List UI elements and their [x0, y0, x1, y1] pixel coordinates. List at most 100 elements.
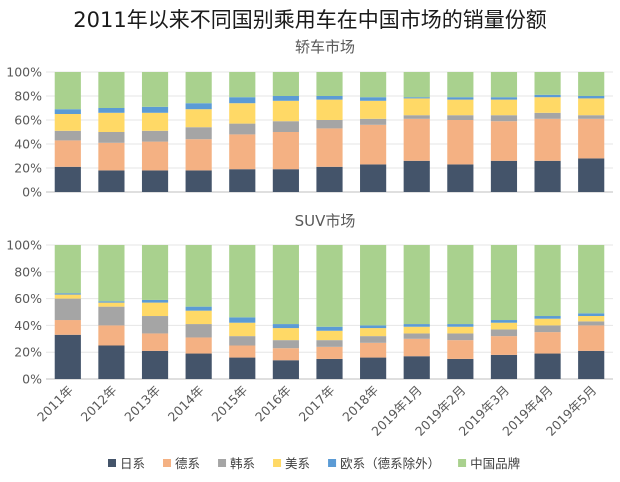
bar-segment — [403, 97, 430, 99]
bar-segment — [447, 340, 474, 359]
y-tick-label: 0% — [22, 372, 42, 387]
bar-segment — [490, 322, 518, 330]
bar-segment — [403, 160, 430, 192]
bar-segment — [141, 106, 169, 113]
y-tick-label: 40% — [14, 318, 42, 333]
x-tick-label: 2014年 — [165, 383, 207, 425]
bar-segment — [534, 332, 561, 354]
bar-segment — [141, 170, 169, 192]
legend-item: 德系 — [163, 456, 200, 471]
bar-segment — [54, 130, 81, 141]
bar-segment — [534, 245, 561, 317]
bar-segment — [54, 320, 81, 335]
bar-segment — [98, 108, 125, 113]
bar-segment — [447, 326, 474, 334]
legend-item: 欧系（德系除外） — [328, 456, 440, 471]
x-tick-label: 2011年 — [34, 383, 76, 425]
bar-segment — [229, 345, 256, 358]
legend-label: 德系 — [175, 456, 200, 471]
bar-segment — [185, 324, 212, 338]
y-tick-label: 100% — [6, 65, 42, 80]
legend-swatch — [163, 459, 172, 467]
y-tick-label: 20% — [14, 345, 42, 360]
bar-segment — [272, 121, 299, 132]
legend-swatch — [273, 459, 282, 467]
legend-swatch — [108, 459, 116, 467]
bar-segment — [447, 164, 474, 192]
bar-segment — [141, 112, 169, 131]
bar-segment — [316, 326, 343, 331]
legend-item: 中国品牌 — [458, 456, 520, 471]
y-tick-label: 80% — [14, 89, 42, 104]
chart-panel-1: 轿车市场 0% 20% 40% 60% 80% 100% — [6, 38, 613, 200]
legend-item: 韩系 — [218, 456, 255, 471]
bar-segment — [229, 169, 256, 192]
bar-segment — [490, 336, 518, 355]
bar-segment — [447, 358, 474, 379]
bar-segment — [316, 340, 343, 347]
bar-segment — [447, 97, 474, 100]
legend-swatch — [218, 459, 227, 467]
bar-segment — [141, 302, 169, 317]
bar-segment — [490, 121, 518, 161]
bar-segment — [272, 348, 299, 361]
y-tick-label: 0% — [22, 185, 42, 200]
bar-segment — [403, 72, 430, 98]
x-tick-label: 2013年 — [121, 383, 163, 425]
bar-segment — [54, 294, 81, 299]
bar-segment — [360, 124, 387, 165]
bar-segment — [54, 109, 81, 114]
legend-label: 日系 — [120, 456, 145, 471]
bar-segment — [272, 169, 299, 192]
legend-label: 美系 — [285, 456, 310, 471]
bar-segment — [316, 99, 343, 120]
bar-segment — [578, 350, 605, 379]
bar-segment — [360, 328, 387, 337]
bar-segment — [185, 337, 212, 354]
bar-segment — [141, 130, 169, 142]
legend-label: 欧系（德系除外） — [340, 456, 440, 471]
bar-segment — [229, 322, 256, 337]
legend: 日系 德系 韩系 美系 欧系（德系除外） 中国品牌 — [108, 456, 520, 471]
bar-segment — [490, 72, 518, 98]
bar-segment — [490, 160, 518, 192]
bar-segment — [360, 325, 387, 329]
y-tick-label: 80% — [14, 264, 42, 279]
bar-segment — [272, 132, 299, 170]
bar-segment — [578, 313, 605, 317]
x-tick-label: 2018年 — [339, 383, 381, 425]
legend-swatch — [458, 459, 467, 467]
bar-segment — [98, 142, 125, 171]
y-tick-label: 60% — [14, 113, 42, 128]
bar-segment — [54, 298, 81, 321]
legend-label: 韩系 — [230, 456, 255, 471]
bar-segment — [272, 96, 299, 101]
bar-segment — [360, 342, 387, 358]
bar-segment — [534, 112, 561, 119]
bar-segment — [534, 72, 561, 95]
y-tick-label: 40% — [14, 137, 42, 152]
y-tick-label: 100% — [6, 238, 42, 253]
bar-segment — [578, 96, 605, 99]
bar-segment — [578, 316, 605, 322]
bar-segment — [490, 97, 518, 100]
bar-segment — [316, 358, 343, 379]
x-tick-label: 2012年 — [78, 383, 120, 425]
bar-segment — [534, 94, 561, 98]
y-tick-label: 20% — [14, 161, 42, 176]
bar-segment — [578, 325, 605, 351]
bar-segment — [185, 310, 212, 325]
bar-segment — [578, 98, 605, 116]
bar-segment — [316, 128, 343, 167]
panel-title: SUV市场 — [295, 212, 356, 230]
bar-segment — [490, 99, 518, 116]
bar-segment — [54, 166, 81, 192]
bar-segment — [360, 72, 387, 98]
x-tick-label: 2015年 — [208, 383, 250, 425]
bar-segment — [185, 127, 212, 140]
bar-segment — [54, 114, 81, 131]
bar-segment — [98, 302, 125, 307]
bar-segment — [578, 72, 605, 96]
bar-segment — [185, 306, 212, 311]
legend-swatch — [328, 459, 337, 467]
